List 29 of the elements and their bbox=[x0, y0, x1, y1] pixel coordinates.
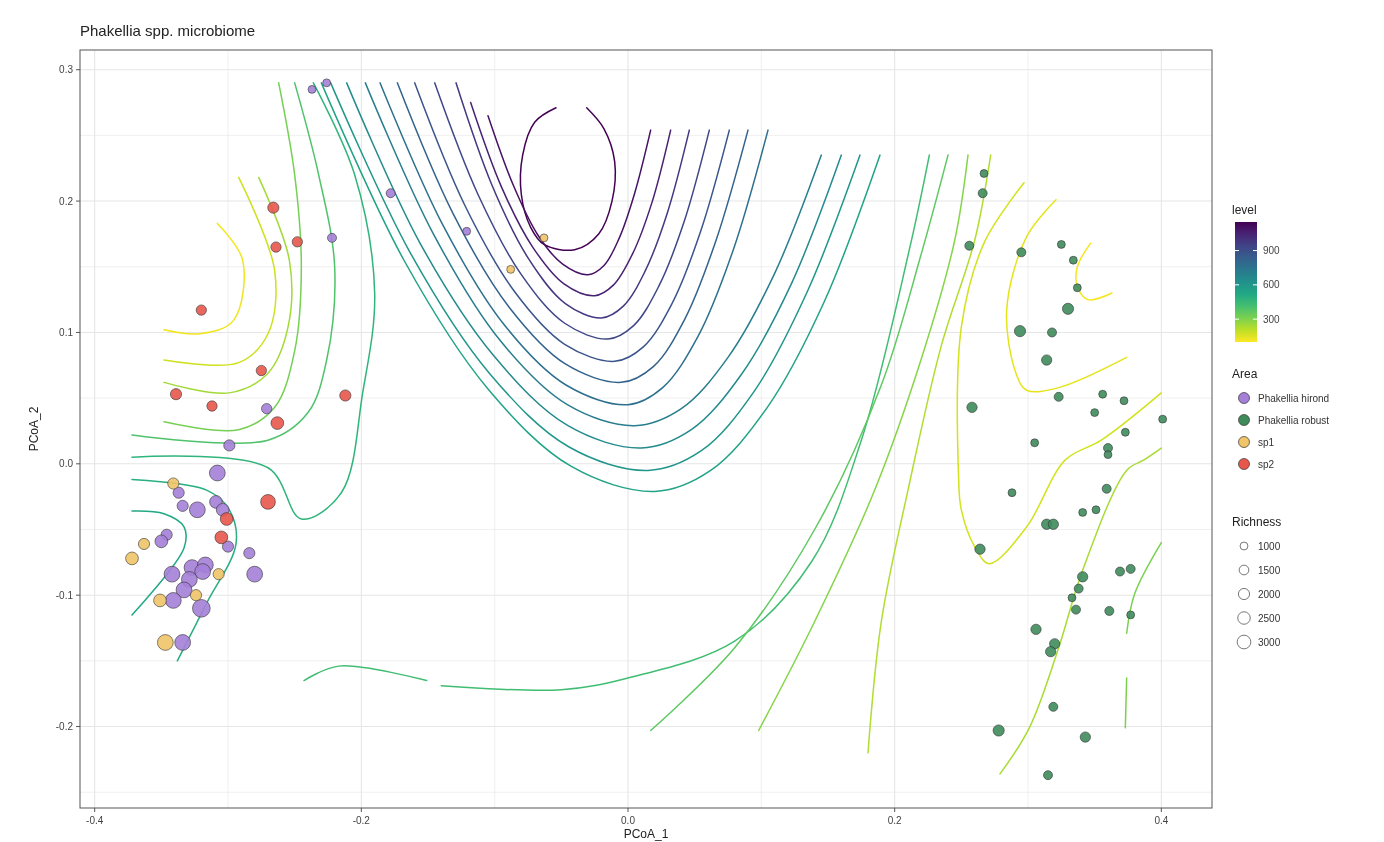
chart-title: Phakellia spp. microbiome bbox=[80, 22, 256, 39]
legend-title: Area bbox=[1232, 367, 1258, 381]
y-tick-label: 0.1 bbox=[59, 326, 74, 338]
color-bar-label: 900 bbox=[1263, 245, 1281, 257]
legend-label: 1000 bbox=[1258, 540, 1281, 552]
color-bar-label: 600 bbox=[1263, 279, 1281, 291]
y-tick-label: -0.1 bbox=[55, 589, 74, 601]
y-axis-title: PCoA_2 bbox=[27, 406, 41, 452]
legend-label: 3000 bbox=[1258, 636, 1281, 648]
color-bar-label: 300 bbox=[1263, 313, 1281, 325]
x-tick-label: 0.2 bbox=[887, 815, 903, 826]
x-tick-label: 0.4 bbox=[1154, 815, 1169, 826]
legend-label: 1500 bbox=[1258, 564, 1281, 576]
legend-label: Phakellia robust bbox=[1258, 414, 1330, 426]
x-tick-label: 0.0 bbox=[621, 815, 636, 826]
y-tick-label: -0.2 bbox=[55, 721, 74, 733]
y-tick-label: 0.2 bbox=[59, 195, 74, 207]
x-tick-label: -0.2 bbox=[352, 815, 371, 826]
color-bar-title: level bbox=[1232, 203, 1257, 217]
y-tick-label: 0.0 bbox=[59, 458, 74, 470]
x-tick-label: -0.4 bbox=[86, 815, 104, 826]
legend-label: 2500 bbox=[1258, 612, 1281, 624]
x-axis-title: PCoA_1 bbox=[623, 827, 669, 841]
y-tick-label: 0.3 bbox=[59, 64, 74, 76]
legend-label: 2000 bbox=[1258, 588, 1281, 600]
text: Richness bbox=[1232, 515, 1282, 529]
legend-label: sp2 bbox=[1258, 458, 1275, 470]
legend-label: Phakellia hirond bbox=[1258, 392, 1330, 404]
legend-label: sp1 bbox=[1258, 436, 1275, 448]
